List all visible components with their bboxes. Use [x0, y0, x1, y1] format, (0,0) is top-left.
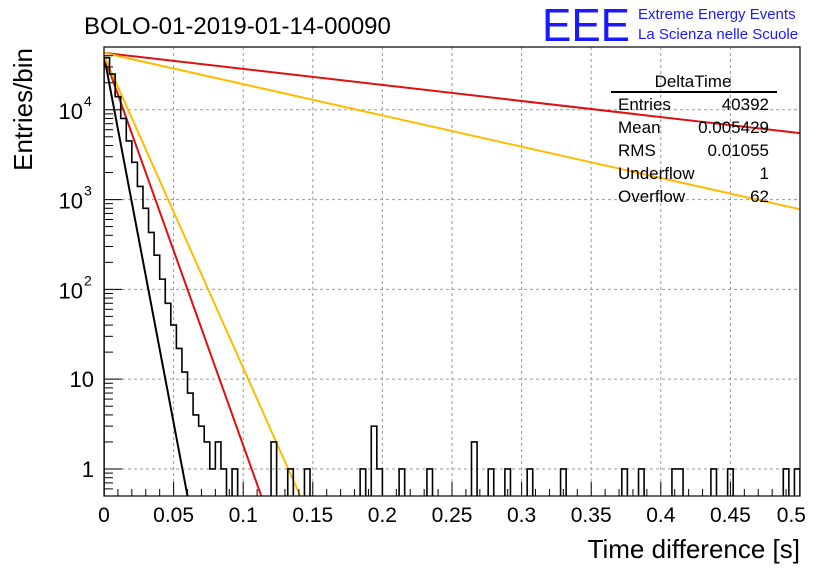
- y-tick-label: 10: [59, 99, 83, 124]
- stats-box: DeltaTime Entries 40392 Mean 0.005429 RMS 0.0…: [611, 72, 777, 206]
- x-axis-label: Time difference [s]: [588, 534, 800, 564]
- y-tick-label: 10: [70, 367, 94, 392]
- x-tick-label: 0.2: [368, 504, 397, 527]
- x-tick-label: 0.15: [292, 504, 333, 527]
- y-axis-label: Entries/bin: [8, 48, 38, 171]
- x-axis: 0 0.05 0.1 0.15 0.2 0.25 0.3 0.35 0.4 0.45 0.5: [98, 482, 806, 527]
- x-tick-label: 0: [98, 504, 110, 527]
- y-tick-label: 1: [82, 457, 94, 482]
- x-tick-label: 0.45: [710, 504, 751, 527]
- chart-title: BOLO-01-2019-01-14-00090: [84, 13, 391, 40]
- y-tick-exponent: 3: [84, 183, 92, 199]
- y-tick-exponent: 2: [84, 272, 92, 288]
- grid: [104, 47, 800, 496]
- stats-row-label: Entries: [618, 95, 671, 114]
- stats-row-label: RMS: [618, 141, 656, 160]
- stats-row-label: Mean: [618, 118, 661, 137]
- y-tick-label: 10: [59, 278, 83, 303]
- stats-row-value: 0.005429: [698, 118, 769, 137]
- x-tick-label: 0.3: [507, 504, 536, 527]
- fit-line: [104, 51, 800, 211]
- x-tick-label: 0.4: [646, 504, 676, 527]
- y-tick-exponent: 4: [84, 93, 92, 109]
- x-tick-label: 0.25: [432, 504, 473, 527]
- histogram: [104, 56, 800, 496]
- fit-line: [104, 55, 189, 496]
- eee-logo-line1: Extreme Energy Events: [638, 6, 796, 23]
- stats-row-value: 40392: [722, 95, 769, 114]
- x-tick-label: 0.05: [153, 504, 194, 527]
- x-tick-label: 0.35: [571, 504, 612, 527]
- stats-box-title: DeltaTime: [655, 72, 732, 91]
- plot-data: [104, 51, 800, 496]
- eee-logo-mark: EEE: [542, 0, 630, 51]
- y-tick-label: 10: [59, 189, 83, 214]
- stats-row-value: 0.01055: [708, 141, 769, 160]
- fit-line: [104, 51, 800, 135]
- fit-line: [104, 55, 302, 496]
- x-tick-label: 0.5: [777, 504, 806, 527]
- eee-logo: EEE Extreme Energy Events La Scienza nel…: [542, 0, 798, 51]
- stats-row-label: Underflow: [618, 164, 695, 183]
- stats-row-value: 1: [760, 164, 769, 183]
- stats-row-label: Overflow: [618, 187, 686, 206]
- eee-logo-line2: La Scienza nelle Scuole: [638, 26, 798, 43]
- fit-line: [104, 55, 263, 496]
- x-tick-label: 0.1: [229, 504, 258, 527]
- stats-row-value: 62: [750, 187, 769, 206]
